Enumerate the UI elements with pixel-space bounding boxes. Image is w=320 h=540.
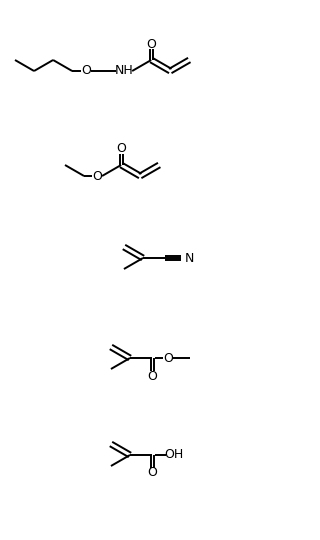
Text: O: O <box>163 352 173 365</box>
Text: O: O <box>81 64 91 78</box>
Text: O: O <box>147 467 157 480</box>
Text: N: N <box>184 252 194 265</box>
Text: OH: OH <box>164 449 184 462</box>
Text: NH: NH <box>115 64 133 78</box>
Text: O: O <box>146 37 156 51</box>
Text: O: O <box>92 170 102 183</box>
Text: O: O <box>147 369 157 382</box>
Text: O: O <box>116 143 126 156</box>
